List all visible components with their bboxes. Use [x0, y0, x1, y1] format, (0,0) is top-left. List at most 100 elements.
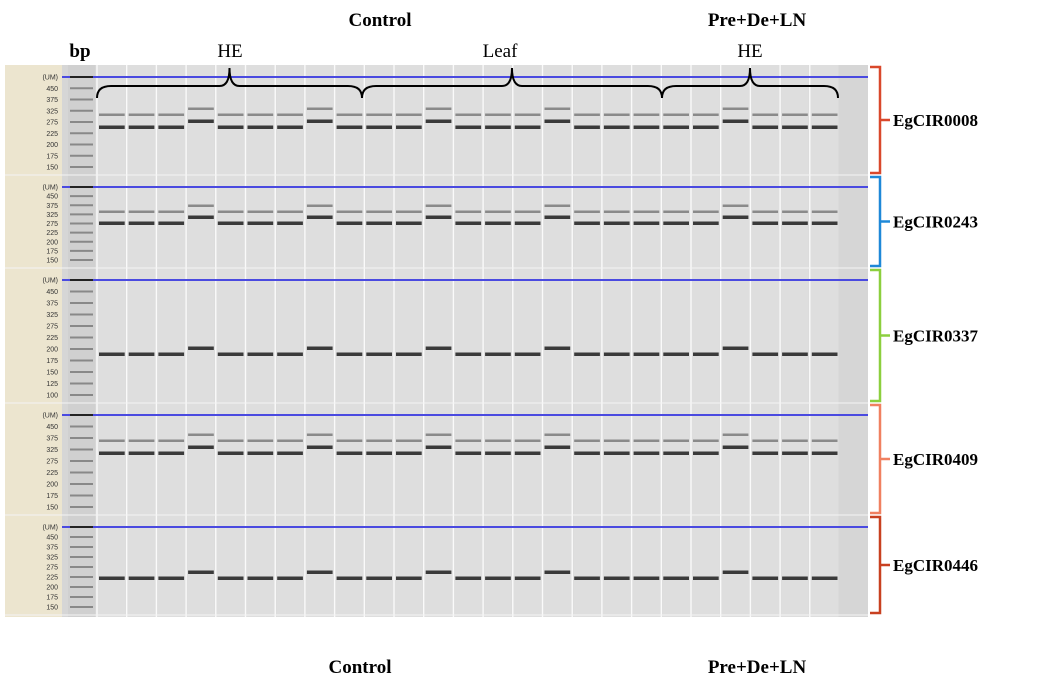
band [99, 125, 125, 129]
band [99, 352, 125, 356]
band [455, 210, 482, 213]
band [188, 570, 214, 574]
lane [246, 65, 275, 617]
band [752, 210, 779, 213]
ladder-size: 175 [46, 153, 58, 160]
band [396, 451, 422, 455]
band [366, 439, 392, 442]
band [425, 119, 452, 123]
ladder-size: 175 [46, 595, 58, 602]
ladder-band [70, 222, 93, 225]
ladder-band [70, 576, 93, 578]
ladder-band [70, 240, 93, 243]
band [128, 576, 155, 580]
band [396, 352, 422, 356]
band [128, 125, 155, 129]
band [188, 346, 214, 350]
band [158, 352, 185, 356]
lane [187, 65, 215, 617]
band [396, 113, 422, 116]
lane [157, 65, 186, 617]
ladder-band [70, 586, 93, 588]
band [158, 221, 185, 225]
band [425, 215, 452, 219]
ladder-band [70, 154, 93, 157]
band [217, 576, 244, 580]
marker-label: EgCIR0008 [893, 111, 978, 130]
band [544, 346, 571, 350]
ladder-band [70, 546, 93, 548]
band [752, 221, 779, 225]
band [485, 210, 511, 213]
ladder-size: 325 [46, 447, 58, 454]
band [752, 113, 779, 116]
lane [602, 65, 631, 617]
band [128, 113, 155, 116]
ladder-band [70, 132, 93, 135]
band [188, 107, 214, 110]
ladder-band [70, 448, 93, 451]
band [663, 221, 689, 225]
band [188, 204, 214, 207]
band [158, 451, 185, 455]
band [782, 113, 808, 116]
marker-bracket [870, 175, 890, 268]
band [425, 570, 452, 574]
band [514, 113, 541, 116]
group-label: Pre+De+LN [708, 657, 807, 678]
band [425, 346, 452, 350]
ladder-size: 450 [46, 424, 58, 431]
band [336, 125, 363, 129]
band [663, 210, 689, 213]
band [366, 451, 392, 455]
ladder-size: 375 [46, 301, 58, 308]
band [603, 451, 630, 455]
band [217, 451, 244, 455]
ladder-size: 325 [46, 312, 58, 319]
marker-label: EgCIR0409 [893, 450, 978, 469]
band [158, 113, 185, 116]
band [811, 439, 838, 442]
lane [751, 65, 780, 617]
band [396, 210, 422, 213]
band [603, 125, 630, 129]
ladder-size: 450 [46, 535, 58, 542]
band [128, 221, 155, 225]
tissue-brace [96, 67, 363, 99]
band [633, 125, 660, 129]
band [306, 107, 333, 110]
band [485, 576, 511, 580]
band [396, 576, 422, 580]
band [722, 570, 749, 574]
band [782, 352, 808, 356]
band [514, 352, 541, 356]
band [544, 215, 571, 219]
band [455, 439, 482, 442]
band [693, 576, 719, 580]
ladder-size: 375 [46, 97, 58, 104]
band [574, 210, 600, 213]
band [544, 433, 571, 436]
ladder-size: 325 [46, 555, 58, 562]
band [693, 125, 719, 129]
band [217, 125, 244, 129]
band [633, 439, 660, 442]
band [277, 221, 303, 225]
tissue-brace [361, 67, 663, 99]
band [128, 439, 155, 442]
lane [127, 65, 156, 617]
band [366, 221, 392, 225]
lane [335, 65, 364, 617]
band [811, 576, 838, 580]
band [336, 210, 363, 213]
ladder-band [70, 382, 93, 385]
band [603, 113, 630, 116]
band [603, 352, 630, 356]
band [247, 439, 274, 442]
band [217, 113, 244, 116]
ladder-band [70, 87, 93, 90]
ladder-band [70, 279, 93, 281]
band [663, 451, 689, 455]
ladder-band [70, 606, 93, 608]
band [693, 221, 719, 225]
